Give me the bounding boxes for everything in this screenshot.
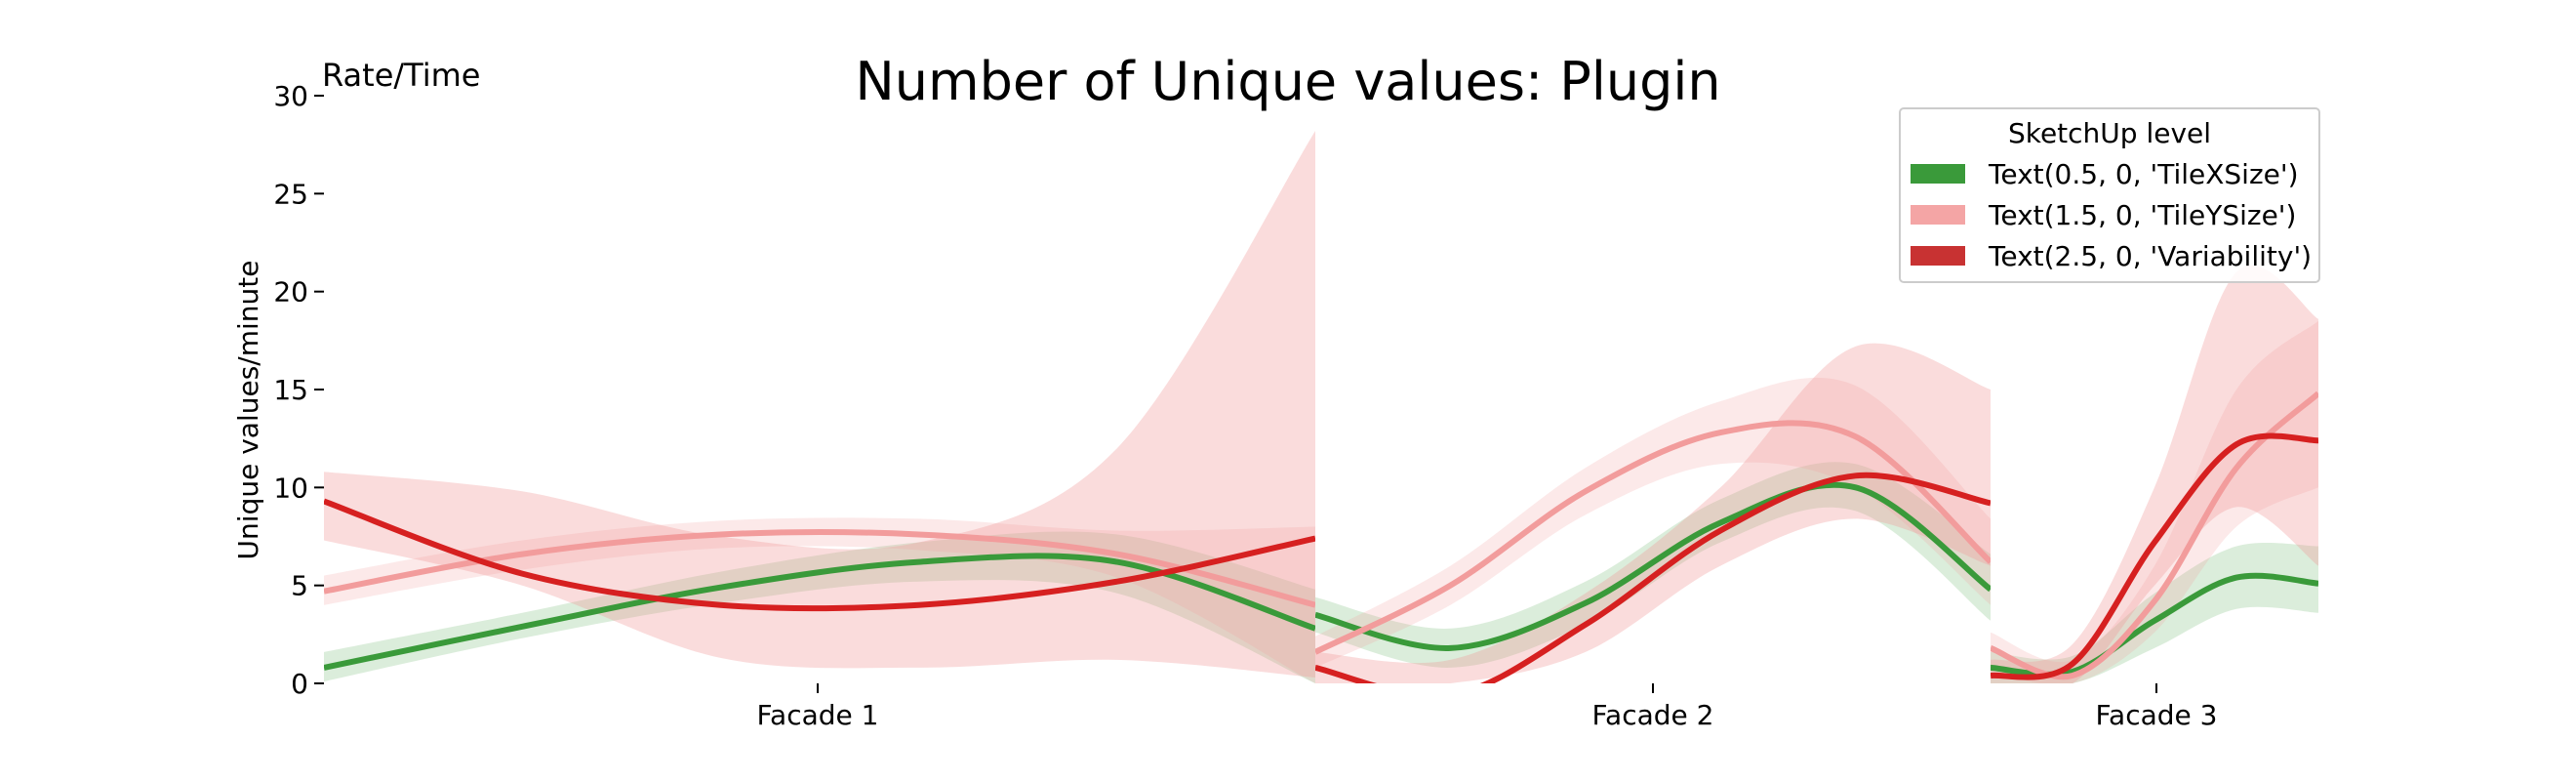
legend-label: Text(1.5, 0, 'TileYSize')	[1989, 198, 2297, 231]
band-facade-3-tileysize	[1991, 320, 2318, 683]
band-facade-1-variability	[324, 131, 1315, 678]
line-facade-2-tilexsize	[1315, 481, 1991, 651]
x-tick-label: Facade 2	[1592, 699, 1714, 731]
line-facade-3-variability	[1991, 432, 2318, 680]
legend-swatch-tileysize	[1911, 205, 1965, 225]
x-tick-label: Facade 3	[2096, 699, 2218, 731]
y-tick-label: 20	[273, 276, 308, 308]
series-lines	[324, 390, 2318, 683]
legend-swatch-tilexsize	[1911, 164, 1965, 184]
chart-title: Number of Unique values: Plugin	[855, 51, 1720, 112]
legend-title: SketchUp level	[2007, 117, 2212, 149]
y-tick-label: 5	[291, 570, 308, 602]
line-facade-1-variability	[324, 498, 1315, 612]
x-ticks: Facade 1 Facade 2 Facade 3	[757, 683, 2218, 731]
band-facade-1-tilexsize	[324, 531, 1315, 683]
y-tick-label: 10	[273, 472, 308, 504]
line-facade-2-variability	[1315, 472, 1991, 683]
y-tick-label: 30	[273, 80, 308, 112]
y-tick-label: 0	[291, 668, 308, 700]
y-ticks: 0 5 10 15 20 25 30	[273, 80, 324, 700]
y-tick-label: 25	[273, 178, 308, 210]
legend-item-variability: Text(2.5, 0, 'Variability')	[1911, 238, 2312, 273]
x-tick-label: Facade 1	[757, 699, 879, 731]
y-axis-label: Unique values/minute	[232, 261, 264, 560]
legend-label: Text(2.5, 0, 'Variability')	[1989, 239, 2313, 272]
legend-item-tileysize: Text(1.5, 0, 'TileYSize')	[1911, 197, 2296, 232]
line-facade-2-tileysize	[1315, 420, 1991, 655]
legend: SketchUp level Text(0.5, 0, 'TileXSize')…	[1899, 107, 2320, 283]
corner-label: Rate/Time	[322, 57, 480, 94]
y-tick-label: 15	[273, 374, 308, 406]
band-facade-3-variability	[1991, 265, 2318, 683]
legend-item-tilexsize: Text(0.5, 0, 'TileXSize')	[1911, 156, 2299, 191]
line-facade-1-tileysize	[324, 528, 1315, 608]
band-facade-2-tileysize	[1315, 377, 1991, 668]
legend-label: Text(0.5, 0, 'TileXSize')	[1989, 157, 2299, 190]
line-facade-1-tilexsize	[324, 553, 1315, 671]
legend-swatch-variability	[1911, 246, 1965, 266]
